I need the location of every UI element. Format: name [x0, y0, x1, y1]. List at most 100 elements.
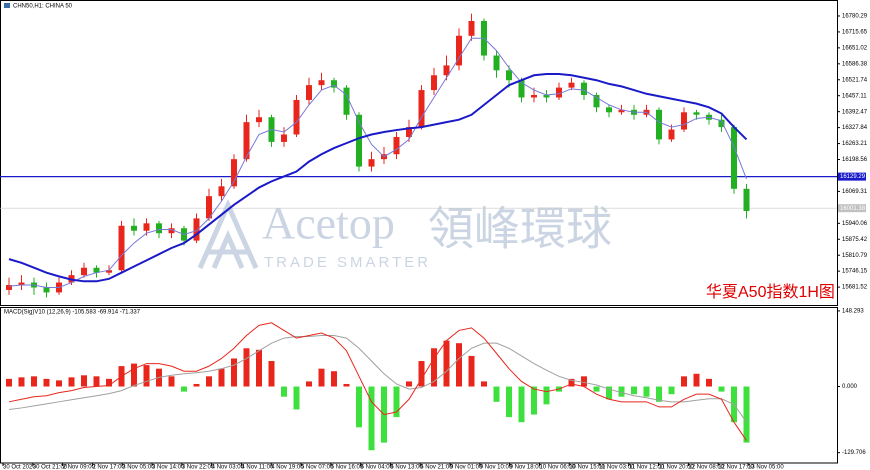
- candle-body: [243, 122, 250, 160]
- y-tick-label: 15875.42: [842, 237, 868, 243]
- macd-bar: [81, 375, 87, 387]
- y-tick-label: 15810.79: [842, 253, 868, 259]
- macd-bar: [643, 386, 650, 397]
- candle-body: [656, 109, 662, 140]
- candle-body: [556, 87, 562, 98]
- macd-bar: [331, 371, 337, 387]
- hline-label-box: [838, 172, 866, 181]
- candle-body: [343, 87, 350, 115]
- y-tick-label: 16780.29: [842, 14, 868, 20]
- x-tick-label: 9 Nov 10:00: [480, 465, 513, 470]
- macd-line: [8, 322, 747, 441]
- macd-bar: [268, 361, 275, 387]
- candle-body: [256, 117, 262, 123]
- x-tick-label: 4 Nov 11:00: [241, 465, 274, 470]
- x-tick-label: 6 Nov 21:00: [420, 465, 453, 470]
- annotation: 华夏A50指数1H图: [706, 283, 835, 301]
- last-price-label: 16001.38: [840, 206, 866, 212]
- candle-body: [93, 267, 100, 273]
- macd-bar: [468, 355, 475, 387]
- macd-bar: [543, 386, 550, 405]
- y-tick-label: 15746.15: [842, 269, 868, 275]
- candle-body: [318, 80, 325, 86]
- watermark: Acetop 領峰環球 TRADE SMARTER: [197, 198, 612, 271]
- x-tick-label: 4 Nov 03:00: [212, 465, 245, 470]
- y-tick-label: 0.000: [842, 384, 858, 390]
- candle-body: [581, 82, 587, 96]
- y-tick-label: 16457.11: [842, 93, 867, 99]
- macd-bar: [206, 376, 212, 387]
- candle-body: [168, 228, 175, 234]
- x-tick-label: 11 Nov 12:00: [629, 465, 665, 470]
- x-tick-label: 13 Nov 05:00: [748, 465, 784, 470]
- candle-body: [131, 225, 137, 231]
- candle-body: [331, 80, 337, 88]
- y-tick-label: 16521.74: [842, 77, 868, 83]
- candle-body: [743, 188, 750, 211]
- macd-bar: [393, 386, 400, 418]
- macd-bar: [406, 381, 412, 387]
- x-tick-label: 3 Nov 14:00: [152, 465, 185, 470]
- candle-body: [681, 112, 687, 130]
- watermark-tagline: TRADE SMARTER: [264, 254, 431, 271]
- macd-bar: [568, 378, 575, 387]
- x-tick-label: 2 Nov 17:00: [92, 465, 125, 470]
- macd-bar: [631, 386, 637, 395]
- x-tick-label: 11 Nov 03:00: [599, 465, 635, 470]
- watermark-chinese: 領峰環球: [428, 202, 612, 256]
- y-tick-label: 148.293: [842, 308, 864, 314]
- macd-bar: [618, 386, 625, 397]
- macd-bar: [443, 340, 450, 387]
- candle-body: [443, 65, 450, 76]
- macd-bar: [493, 386, 500, 402]
- macd-bar: [356, 386, 362, 428]
- candle-body: [606, 107, 612, 113]
- y-tick-label: 16586.38: [842, 61, 868, 67]
- candle-body: [356, 114, 362, 167]
- macd-frame: [0, 307, 838, 464]
- macd-bar: [318, 368, 325, 387]
- candle-body: [43, 287, 50, 293]
- macd-bar: [693, 373, 700, 387]
- candle-body: [543, 95, 550, 98]
- hline-label: 16129.29: [840, 174, 866, 180]
- candle-body: [531, 95, 537, 98]
- y-tick-label: 15681.52: [842, 285, 868, 291]
- macd-bar: [68, 377, 75, 387]
- macd-bar: [368, 386, 375, 451]
- candle-body: [293, 99, 300, 135]
- candle-body: [593, 95, 600, 108]
- candle-body: [143, 223, 150, 231]
- candle-body: [118, 225, 125, 271]
- macd-bar: [531, 386, 537, 415]
- y-tick-label: 16327.84: [842, 125, 868, 131]
- x-tick-label: 11 Nov 20:00: [659, 465, 695, 470]
- macd-bar: [431, 348, 437, 387]
- macd-bar: [656, 386, 662, 402]
- moving-average: [8, 73, 748, 283]
- candle-body: [493, 55, 500, 71]
- candle-body: [431, 75, 437, 91]
- macd-bar: [281, 386, 287, 397]
- title-icon: [4, 3, 10, 8]
- macd-title: MACD(Sig)V10 (12,26,9) -105.583 -69.914 …: [4, 310, 141, 316]
- x-tick-label: 10 Nov 15:00: [569, 465, 605, 470]
- macd-bar: [106, 378, 112, 387]
- candle-body: [418, 90, 425, 128]
- macd-bar: [418, 361, 425, 387]
- candle-body: [618, 109, 625, 113]
- x-tick-label: 9 Nov 01:00: [450, 465, 483, 470]
- macd-bar: [306, 381, 312, 387]
- y-tick-label: 16715.65: [842, 30, 868, 36]
- macd-bar: [181, 386, 187, 392]
- candle-body: [393, 136, 400, 155]
- candle-body: [231, 159, 237, 187]
- macd-bar: [593, 386, 600, 392]
- x-tick-label: 6 Nov 04:00: [361, 465, 394, 470]
- macd-bar: [706, 378, 712, 387]
- candle-body: [106, 270, 112, 273]
- macd-bar: [93, 376, 100, 387]
- macd-line: [8, 335, 747, 423]
- macd-bar: [506, 386, 512, 418]
- macd-bar: [481, 381, 487, 387]
